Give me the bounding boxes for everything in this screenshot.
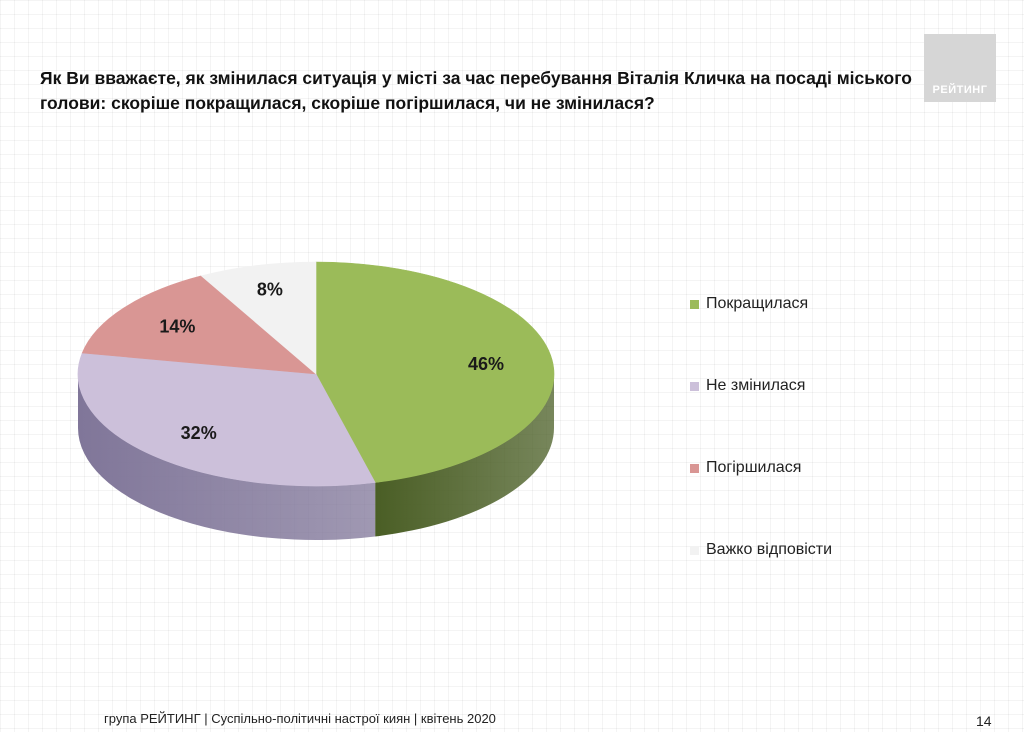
data-label-покращилася: 46% <box>468 354 504 374</box>
legend-label-погіршилася: Погіршилася <box>706 459 802 476</box>
legend-label-не-змінилася: Не змінилася <box>706 377 806 394</box>
rating-logo: РЕЙТИНГ <box>924 34 996 102</box>
pie-data-labels: 46% 32% 14% 8% <box>159 279 504 442</box>
legend-item-не-змінилася: Не змінилася <box>690 376 805 396</box>
legend-item-важко-відповісти: Важко відповісти <box>690 540 832 560</box>
page-number: 14 <box>976 713 992 729</box>
pie-side-walls <box>78 374 554 540</box>
legend-label-покращилася: Покращилася <box>706 295 809 312</box>
legend-swatch-погіршилася <box>690 463 699 473</box>
pie-slice-покращилася <box>315 261 555 483</box>
slide-title: Як Ви вважаєте, як змінилася ситуація у … <box>40 68 912 113</box>
pie-side-не-змінилася <box>78 374 376 540</box>
pie-slice-погіршилася <box>81 275 317 375</box>
footer-text: група РЕЙТИНГ | Суспільно-політичні наст… <box>104 711 496 726</box>
data-label-не-змінилася: 32% <box>181 423 217 443</box>
pie-slice-важко-відповісти <box>200 261 317 375</box>
data-label-погіршилася: 14% <box>159 317 195 337</box>
legend-swatch-важко-відповісти <box>690 545 699 555</box>
legend-item-покращилася: Покращилася <box>690 294 808 314</box>
pie-top-faces <box>77 261 555 487</box>
legend-item-погіршилася: Погіршилася <box>690 458 801 478</box>
pie-slice-не-змінилася <box>77 352 376 487</box>
legend-label-важко-відповісти: Важко відповісти <box>706 541 833 558</box>
legend-swatch-не-змінилася <box>690 381 699 391</box>
pie-side-покращилася <box>375 374 554 537</box>
logo-text: РЕЙТИНГ <box>932 84 988 96</box>
legend-swatch-покращилася <box>690 299 699 309</box>
data-label-важко-відповісти: 8% <box>257 279 283 299</box>
